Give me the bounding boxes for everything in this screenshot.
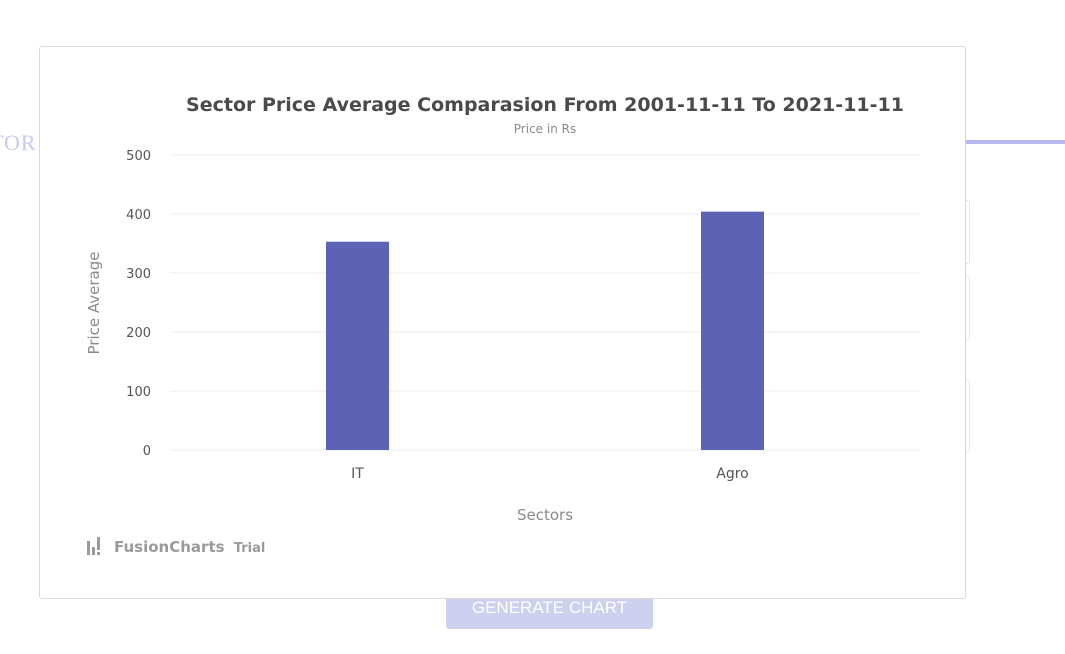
svg-text:FusionCharts Trial: FusionCharts Trial	[114, 538, 265, 556]
x-category-label: IT	[351, 466, 364, 482]
watermark-trial: Trial	[234, 541, 266, 556]
x-axis-title: Sectors	[517, 506, 573, 524]
bar-chart: Sector Price Average Comparasion From 20…	[85, 94, 920, 556]
y-tick-label: 0	[143, 444, 151, 459]
y-tick-label: 400	[126, 208, 151, 223]
y-tick-label: 300	[126, 267, 151, 282]
watermark-brand: FusionCharts	[114, 538, 225, 556]
chart-title: Sector Price Average Comparasion From 20…	[186, 94, 904, 116]
x-category-label: Agro	[716, 466, 748, 482]
y-tick-label: 200	[126, 326, 151, 341]
chart-subtitle: Price in Rs	[514, 122, 576, 136]
y-tick-label: 100	[126, 385, 151, 400]
chart-modal: Sector Price Average Comparasion From 20…	[39, 46, 966, 599]
fusioncharts-logo-icon	[87, 537, 100, 555]
y-tick-label: 500	[126, 149, 151, 164]
page-heading: TOR	[0, 130, 37, 155]
heading-underline	[960, 140, 1065, 144]
y-axis-title: Price Average	[85, 252, 103, 355]
bar-it[interactable]	[326, 241, 389, 450]
bar-agro[interactable]	[701, 211, 764, 450]
